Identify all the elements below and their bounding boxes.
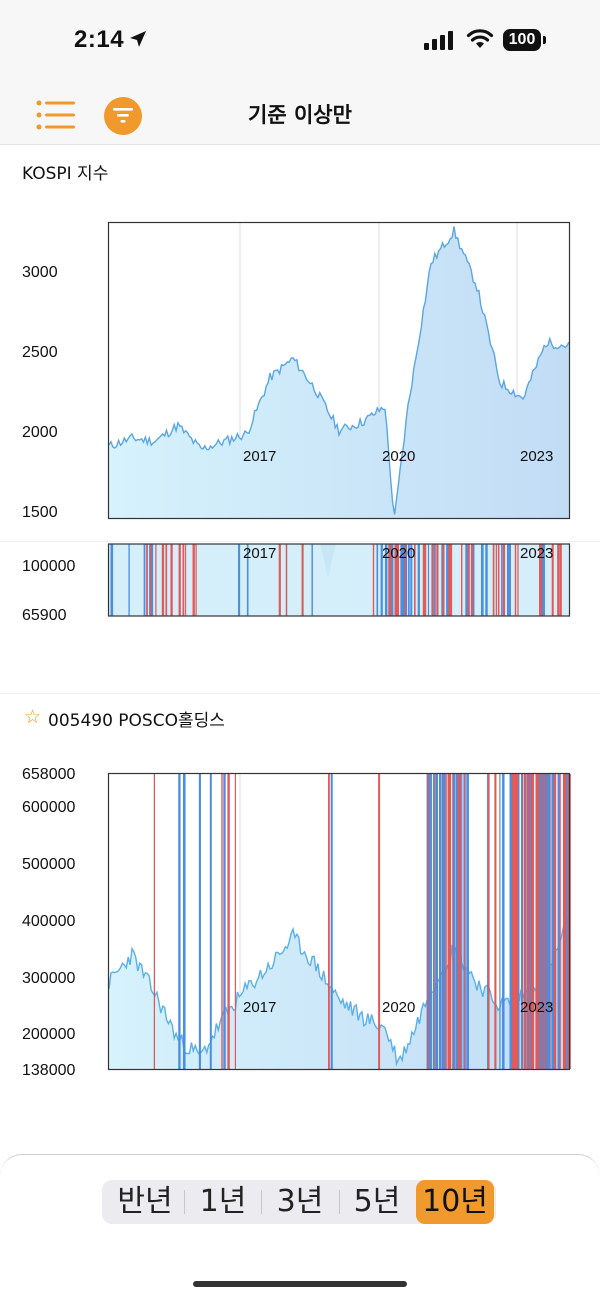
period-option-half-year[interactable]: 반년 (117, 1184, 173, 1219)
cellular-signal-icon (424, 31, 453, 50)
kospi-year-2017: 2017 (243, 448, 276, 465)
period-option-5y[interactable]: 5년 (353, 1184, 401, 1219)
kospi-y-tick: 2000 (22, 424, 58, 441)
kospi-title[interactable]: KOSPI 지수 (22, 164, 109, 184)
posco-y-tick: 500000 (22, 856, 76, 873)
volume-year-2017: 2017 (243, 545, 276, 562)
posco-y-tick: 200000 (22, 1026, 76, 1043)
charts-canvas: 2017 2020 2023 2017 2020 2023 2017 2020 … (107, 221, 571, 1071)
kospi-line (108, 226, 570, 515)
period-option-10y[interactable]: 10년 (416, 1180, 494, 1224)
filter-icon (113, 108, 133, 123)
posco-y-tick: 600000 (22, 799, 76, 816)
kospi-chart: 2017 2020 2023 (107, 221, 571, 520)
volume-y-tick: 100000 (22, 558, 76, 575)
bottom-panel (0, 1154, 600, 1301)
home-indicator (193, 1281, 407, 1287)
list-icon[interactable] (36, 100, 76, 130)
star-outline-icon[interactable]: ☆ (24, 706, 42, 728)
filter-button[interactable] (104, 97, 142, 135)
divider (0, 693, 600, 694)
page-title: 기준 이상만 (248, 103, 352, 127)
posco-y-tick: 300000 (22, 970, 76, 987)
posco-year-2017: 2017 (243, 999, 276, 1016)
posco-line (108, 917, 570, 1067)
period-option-3y[interactable]: 3년 (276, 1184, 324, 1219)
location-arrow-icon (130, 31, 146, 47)
battery-icon: 100 (503, 29, 541, 51)
divider (0, 541, 600, 542)
period-option-1y[interactable]: 1년 (199, 1184, 247, 1219)
kospi-volume-chart: 2017 2020 2023 (107, 543, 571, 617)
posco-y-tick: 400000 (22, 913, 76, 930)
kospi-y-tick: 3000 (22, 264, 58, 281)
posco-year-2020: 2020 (382, 999, 415, 1016)
battery-nub (543, 36, 546, 44)
segment-separator (184, 1190, 185, 1214)
kospi-y-tick: 2500 (22, 344, 58, 361)
volume-y-tick: 65900 (22, 607, 67, 624)
segment-separator (261, 1190, 262, 1214)
nav-bar: 기준 이상만 (0, 80, 600, 145)
volume-year-2020: 2020 (382, 545, 415, 562)
posco-year-2023: 2023 (520, 999, 553, 1016)
status-bar (0, 0, 600, 80)
kospi-area (109, 226, 569, 518)
posco-y-tick: 138000 (22, 1062, 76, 1079)
posco-y-tick: 658000 (22, 766, 76, 783)
posco-chart: 2017 2020 2023 (107, 772, 571, 1071)
kospi-y-tick: 1500 (22, 504, 58, 521)
status-time: 2:14 (74, 26, 125, 53)
segment-separator (339, 1190, 340, 1214)
volume-year-2023: 2023 (520, 545, 553, 562)
posco-title[interactable]: 005490 POSCO홀딩스 (48, 711, 225, 731)
kospi-year-2023: 2023 (520, 448, 553, 465)
wifi-icon (466, 29, 494, 48)
kospi-year-2020: 2020 (382, 448, 415, 465)
